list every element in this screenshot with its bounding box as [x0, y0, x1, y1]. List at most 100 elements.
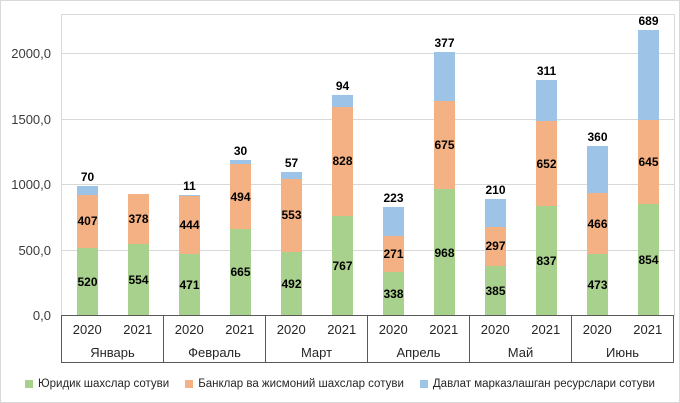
- year-labels-row: 2020 2021: [572, 316, 673, 342]
- bar-segment: [485, 199, 506, 227]
- bar-segment: 665: [230, 228, 251, 316]
- bar-segment: 553: [281, 179, 302, 252]
- year-label: 2021: [225, 321, 255, 337]
- data-label-outside: 94: [335, 78, 350, 93]
- bar-segment: 471: [179, 254, 200, 316]
- y-axis-tick-label: 0,0: [32, 308, 51, 323]
- bar-segment: [332, 94, 353, 108]
- bar-segment: [230, 160, 251, 165]
- bar-segment: 338: [383, 271, 404, 316]
- gridline: [62, 53, 674, 55]
- legend-swatch-icon: [25, 380, 33, 388]
- bar-segment: 407: [77, 194, 98, 248]
- legend-item: Банклар ва жисмоний шахслар сотуви: [185, 378, 404, 390]
- data-label: 494: [230, 189, 251, 204]
- year-labels-row: 2020 2021: [368, 316, 469, 342]
- year-label: 2021: [531, 321, 561, 337]
- bar-segment: 675: [434, 101, 455, 190]
- legend-label: Юридик шахслар сотуви: [38, 378, 170, 390]
- bar-segment: 968: [434, 189, 455, 316]
- data-label: 471: [179, 278, 200, 293]
- data-label-outside: 377: [434, 35, 455, 50]
- category-group: 2020 2021 Февраль: [163, 316, 265, 362]
- bar-segment: 494: [230, 164, 251, 229]
- bar-segment: 652: [536, 121, 557, 207]
- year-label: 2021: [327, 321, 357, 337]
- legend-item: Юридик шахслар сотуви: [25, 378, 169, 390]
- bar-segment: [434, 51, 455, 101]
- year-label: 2021: [123, 321, 153, 337]
- year-labels-row: 2020 2021: [266, 316, 367, 342]
- category-axis: 2020 2021 Январь 2020 2021 Февраль 2020 2021 Мар…: [61, 315, 674, 363]
- year-labels-row: 2020 2021: [470, 316, 571, 342]
- legend-label: Давлат марказлашган ресурслари сотуви: [432, 378, 655, 390]
- gridline: [62, 118, 674, 120]
- data-label: 767: [332, 258, 353, 273]
- data-label: 652: [536, 156, 557, 171]
- legend-item: Давлат марказлашган ресурслари сотуви: [419, 378, 655, 390]
- data-label-outside: 223: [383, 191, 404, 206]
- bar-segment: 444: [179, 196, 200, 255]
- data-label-outside: 70: [80, 169, 95, 184]
- data-label: 338: [383, 286, 404, 301]
- data-label: 385: [485, 283, 506, 298]
- data-label: 854: [638, 253, 659, 268]
- data-label: 473: [587, 278, 608, 293]
- data-label-outside: 689: [638, 13, 659, 28]
- category-group: 2020 2021 Апрель: [367, 316, 469, 362]
- legend-label: Банклар ва жисмоний шахслар сотуви: [198, 378, 404, 390]
- y-axis-tick-label: 1000,0: [11, 177, 51, 193]
- category-group: 2020 2021 Январь: [62, 316, 163, 362]
- year-label: 2020: [480, 321, 510, 337]
- data-label-outside: 311: [536, 64, 557, 79]
- bar-segment: 837: [536, 206, 557, 316]
- y-axis-tick-label: 500,0: [18, 242, 51, 258]
- bar-segment: 473: [587, 254, 608, 316]
- legend-swatch-icon: [419, 380, 428, 388]
- data-label: 553: [281, 208, 302, 223]
- bar-segment: 271: [383, 236, 404, 272]
- bar-segment: 385: [485, 265, 506, 316]
- data-label: 645: [638, 155, 659, 170]
- bar-segment: 378: [128, 194, 149, 244]
- month-label: Июнь: [605, 344, 640, 360]
- bar-segment: [383, 207, 404, 237]
- data-label-outside: 360: [587, 130, 608, 145]
- month-label: Февраль: [188, 344, 241, 360]
- bar-segment: 828: [332, 107, 353, 216]
- bar-segment: [281, 171, 302, 180]
- year-label: 2021: [429, 321, 459, 337]
- data-label: 554: [128, 272, 149, 287]
- bar-segment: 520: [77, 247, 98, 316]
- gridline: [62, 249, 674, 251]
- gridline: [62, 184, 674, 186]
- legend-swatch-icon: [185, 380, 194, 388]
- data-label: 466: [587, 216, 608, 231]
- data-label: 378: [128, 211, 149, 226]
- data-label: 407: [77, 214, 98, 229]
- month-label: Апрель: [396, 344, 441, 360]
- year-label: 2020: [72, 321, 102, 337]
- bar-segment: 854: [638, 204, 659, 316]
- data-label: 520: [77, 274, 98, 289]
- month-label: Март: [300, 344, 333, 360]
- year-labels-row: 2020 2021: [62, 316, 163, 342]
- bar-segment: 297: [485, 226, 506, 266]
- year-label: 2020: [582, 321, 612, 337]
- data-label: 665: [230, 265, 251, 280]
- bar-segment: 554: [128, 243, 149, 316]
- data-label-outside: 210: [485, 183, 506, 198]
- data-label-outside: 11: [183, 178, 196, 193]
- bar-segment: [587, 146, 608, 194]
- year-labels-row: 2020 2021: [164, 316, 265, 342]
- data-label-outside: 57: [284, 155, 299, 170]
- year-label: 2020: [174, 321, 204, 337]
- year-label: 2021: [633, 321, 663, 337]
- y-axis-tick-label: 2000,0: [11, 46, 51, 62]
- bar-segment: [179, 194, 200, 197]
- bar-segment: 466: [587, 193, 608, 255]
- data-label: 492: [281, 276, 302, 291]
- bar-segment: [536, 80, 557, 122]
- plot-area: 520 407 70 554 378 471 444 11 665 494 30 492 553 57 76…: [61, 14, 675, 316]
